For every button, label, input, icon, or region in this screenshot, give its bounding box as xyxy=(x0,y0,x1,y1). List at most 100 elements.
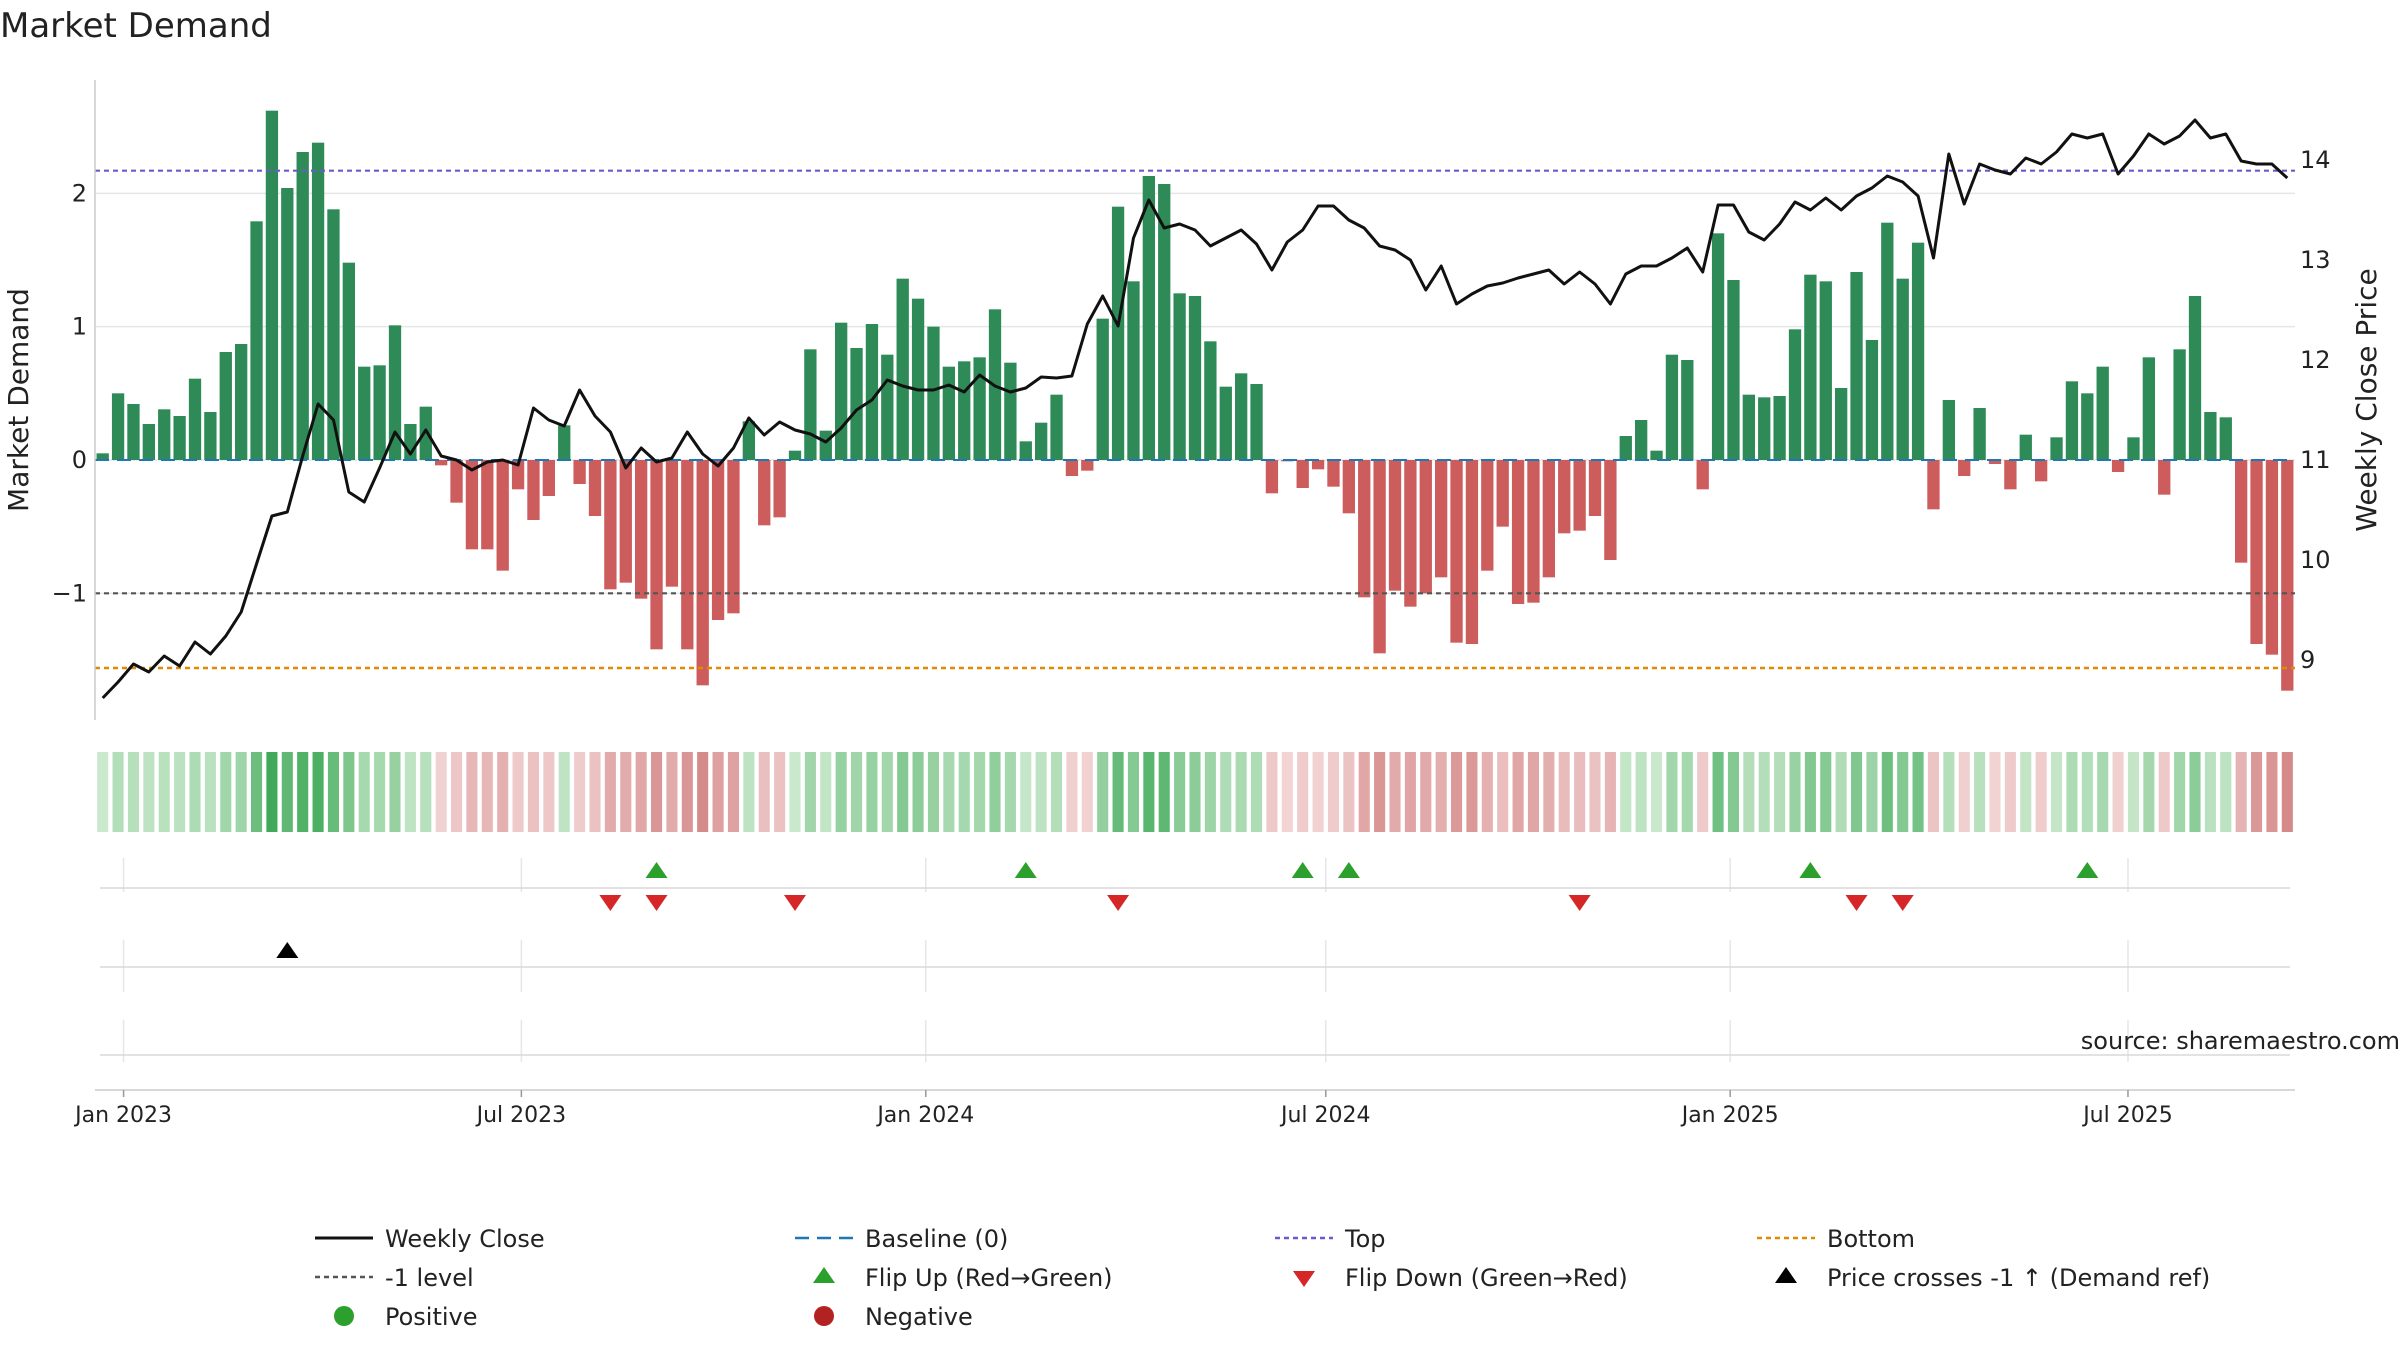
flip-up-marker xyxy=(1799,862,1822,878)
heat-cell xyxy=(420,752,432,832)
demand-bar xyxy=(373,365,386,460)
heat-cell xyxy=(1035,752,1047,832)
heat-cell xyxy=(1343,752,1355,832)
heat-cell xyxy=(1066,752,1078,832)
reference-levels xyxy=(95,169,2295,670)
legend-label: Top xyxy=(1344,1225,1386,1253)
left-tick-label: −1 xyxy=(52,579,87,607)
demand-bar xyxy=(681,460,694,650)
heat-cell xyxy=(1927,752,1939,832)
heat-cell xyxy=(251,752,263,832)
heat-cell xyxy=(512,752,524,832)
heat-cell xyxy=(127,752,139,832)
demand-bar xyxy=(1958,460,1971,476)
demand-bar xyxy=(973,357,986,460)
flip-up-marker xyxy=(1291,862,1314,878)
demand-bar xyxy=(2235,460,2248,563)
heat-cell xyxy=(527,752,539,832)
demand-bar xyxy=(727,460,740,614)
heat-cell xyxy=(158,752,170,832)
demand-bar xyxy=(1358,460,1371,598)
demand-bar xyxy=(1758,397,1771,460)
demand-bar xyxy=(527,460,540,520)
demand-bar xyxy=(1435,460,1448,578)
demand-bar xyxy=(1804,274,1817,460)
demand-bar xyxy=(1588,460,1602,516)
heat-cell xyxy=(651,752,663,832)
heat-cell xyxy=(1912,752,1924,832)
heat-cell xyxy=(1512,752,1524,832)
heat-cell xyxy=(2097,752,2109,832)
x-tick-label: Jan 2025 xyxy=(1680,1103,1779,1128)
heat-cell xyxy=(2143,752,2155,832)
flip-down-marker xyxy=(645,895,668,911)
demand-bar xyxy=(2204,412,2217,460)
demand-bar xyxy=(1788,329,1802,460)
demand-bar xyxy=(942,366,955,460)
demand-bar xyxy=(1881,222,1894,460)
demand-bar xyxy=(1542,460,1555,578)
heat-cell xyxy=(1435,752,1447,832)
heat-cell xyxy=(1266,752,1278,832)
demand-bar xyxy=(2050,437,2063,460)
heat-cell xyxy=(497,752,509,832)
x-tick-label: Jan 2023 xyxy=(73,1103,172,1128)
demand-bar xyxy=(1696,460,1709,490)
heat-cell xyxy=(1158,752,1170,832)
demand-bar xyxy=(1927,460,1940,510)
heat-cell xyxy=(112,752,124,832)
heat-cell xyxy=(1712,752,1724,832)
heat-cell xyxy=(1804,752,1816,832)
demand-bar xyxy=(1342,460,1355,514)
demand-bar xyxy=(1327,460,1340,487)
legend-label: -1 level xyxy=(385,1264,474,1292)
demand-bar xyxy=(588,460,602,516)
demand-bar xyxy=(911,298,925,460)
demand-bar xyxy=(1188,296,1202,460)
heat-cell xyxy=(1374,752,1386,832)
demand-bar xyxy=(435,460,448,466)
heat-cell xyxy=(297,752,309,832)
heat-cell xyxy=(681,752,693,832)
demand-heat-strip xyxy=(97,752,2293,832)
demand-bar xyxy=(2096,366,2109,460)
heat-cell xyxy=(2020,752,2032,832)
demand-bar xyxy=(1219,386,1232,460)
demand-bar xyxy=(1773,396,1786,460)
demand-bar xyxy=(2081,393,2094,460)
heat-cell xyxy=(451,752,463,832)
demand-bar xyxy=(1127,281,1140,460)
price-cross-marker xyxy=(276,942,299,958)
heat-cell xyxy=(2204,752,2216,832)
demand-bar xyxy=(1850,272,1863,460)
heat-cell xyxy=(2066,752,2078,832)
demand-bar xyxy=(1065,460,1079,476)
heat-cell xyxy=(1727,752,1739,832)
demand-bar xyxy=(604,460,617,590)
demand-bar xyxy=(311,142,325,461)
demand-bar xyxy=(1650,450,1663,460)
heat-cell xyxy=(743,752,755,832)
demand-bar xyxy=(573,460,586,484)
demand-bar xyxy=(1035,422,1048,460)
flip-down-marker xyxy=(784,895,806,911)
heat-cell xyxy=(1404,752,1416,832)
heat-cell xyxy=(1835,752,1847,832)
demand-bar xyxy=(111,393,125,460)
demand-bar xyxy=(758,460,771,526)
signal-markers xyxy=(100,862,2290,1056)
source-label: source: sharemaestro.com xyxy=(2081,1027,2400,1055)
flip-up-marker xyxy=(2076,862,2099,878)
demand-bar xyxy=(1311,460,1325,470)
legend-swatch xyxy=(814,1306,834,1326)
heat-cell xyxy=(1758,752,1770,832)
demand-bar xyxy=(1004,362,1017,460)
heat-cell xyxy=(1651,752,1663,832)
demand-bar xyxy=(1942,400,1955,460)
demand-bar xyxy=(1988,460,2002,464)
demand-bar xyxy=(819,430,832,460)
x-tick-label: Jul 2024 xyxy=(1279,1103,1371,1128)
heat-cell xyxy=(1481,752,1493,832)
price-line xyxy=(101,118,2289,700)
